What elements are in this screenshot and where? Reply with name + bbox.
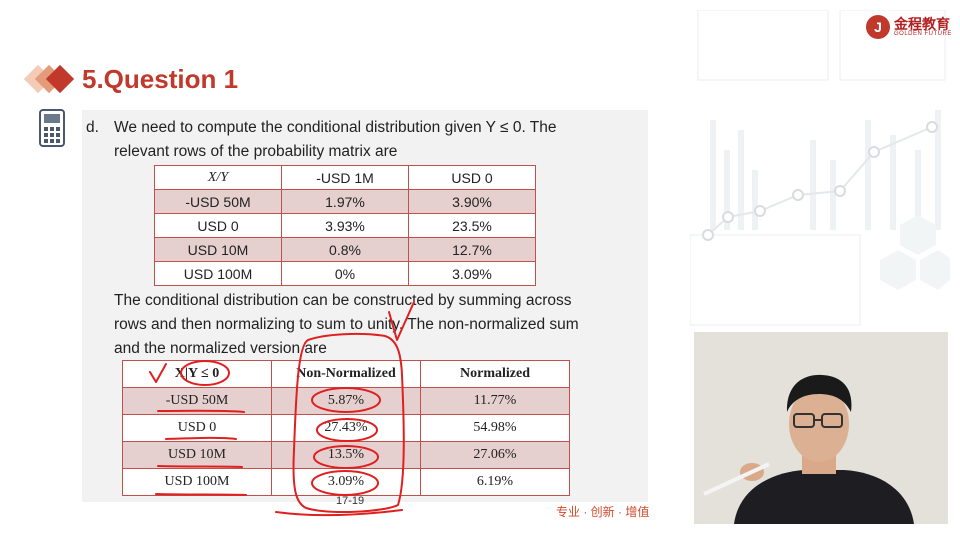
table-cell: 6.19% <box>420 468 570 496</box>
table-cell: 12.7% <box>408 237 536 262</box>
background-decoration <box>690 10 950 326</box>
logo-icon: J <box>866 15 890 39</box>
table-header-cell: USD 0 <box>408 165 536 190</box>
slide-title: 5.Question 1 <box>82 64 239 94</box>
item-label: d. <box>86 119 99 136</box>
explanation-line-2: rows and then normalizing to sum to unit… <box>114 316 579 333</box>
table-cell: 23.5% <box>408 213 536 238</box>
table-cell: 27.43% <box>271 414 421 442</box>
table-cell: 27.06% <box>420 441 570 469</box>
table-header-cell: Non-Normalized <box>271 360 421 388</box>
presenter-illustration <box>694 332 948 524</box>
table-cell: 5.87% <box>271 387 421 415</box>
conditional-distribution-table: X|Y ≤ 0 Non-Normalized Normalized -USD 5… <box>122 360 570 496</box>
table-cell: -USD 50M <box>154 189 282 214</box>
table-cell: 3.09% <box>408 261 536 286</box>
table-cell: -USD 50M <box>122 387 272 415</box>
explanation-text: The conditional distribution can be cons… <box>114 289 634 361</box>
calculator-icon <box>39 109 65 147</box>
table-row: -USD 50M 5.87% 11.77% <box>122 387 570 415</box>
table-header-row: X|Y ≤ 0 Non-Normalized Normalized <box>122 360 570 388</box>
table-cell: 3.90% <box>408 189 536 214</box>
intro-line-1: We need to compute the conditional distr… <box>114 119 557 136</box>
table-cell: 0% <box>281 261 409 286</box>
explanation-line-1: The conditional distribution can be cons… <box>114 292 572 309</box>
table-cell: USD 10M <box>154 237 282 262</box>
logo-chinese-name: 金程教育 <box>894 16 950 32</box>
title-diamond-decoration <box>23 64 76 94</box>
content-card: d. We need to compute the conditional di… <box>82 110 648 507</box>
webcam-video <box>694 332 948 524</box>
table-header-cell: Normalized <box>420 360 570 388</box>
table-cell: 54.98% <box>420 414 570 442</box>
table-row: USD 0 3.93% 23.5% <box>154 213 536 238</box>
table-cell: USD 100M <box>122 468 272 496</box>
intro-text: We need to compute the conditional distr… <box>114 116 634 164</box>
brand-logo: J 金程教育 GOLDEN FUTURE <box>866 15 952 39</box>
intro-line-2: relevant rows of the probability matrix … <box>114 143 398 160</box>
table-header-cell: -USD 1M <box>281 165 409 190</box>
table-row: USD 0 27.43% 54.98% <box>122 414 570 442</box>
table-header-row: X/Y -USD 1M USD 0 <box>154 165 536 190</box>
table-row: USD 100M 3.09% 6.19% <box>122 468 570 496</box>
table-cell: 0.8% <box>281 237 409 262</box>
explanation-line-3: and the normalized version are <box>114 340 327 357</box>
probability-matrix-table: X/Y -USD 1M USD 0 -USD 50M 1.97% 3.90% U… <box>154 165 536 286</box>
footer-slogan: 专业 · 创新 · 增值 <box>556 505 650 519</box>
table-cell: USD 100M <box>154 261 282 286</box>
table-cell: 1.97% <box>281 189 409 214</box>
table-row: USD 100M 0% 3.09% <box>154 261 536 286</box>
table-header-cell: X/Y <box>154 165 282 190</box>
table-header-cell: X|Y ≤ 0 <box>122 360 272 388</box>
page-number: 17-19 <box>336 495 365 507</box>
table-row: USD 10M 13.5% 27.06% <box>122 441 570 469</box>
table-cell: USD 0 <box>154 213 282 238</box>
table-cell: USD 10M <box>122 441 272 469</box>
table-cell: 3.09% <box>271 468 421 496</box>
table-row: USD 10M 0.8% 12.7% <box>154 237 536 262</box>
table-cell: 11.77% <box>420 387 570 415</box>
table-cell: 3.93% <box>281 213 409 238</box>
logo-english-name: GOLDEN FUTURE <box>894 31 952 37</box>
table-cell: USD 0 <box>122 414 272 442</box>
table-row: -USD 50M 1.97% 3.90% <box>154 189 536 214</box>
table-cell: 13.5% <box>271 441 421 469</box>
